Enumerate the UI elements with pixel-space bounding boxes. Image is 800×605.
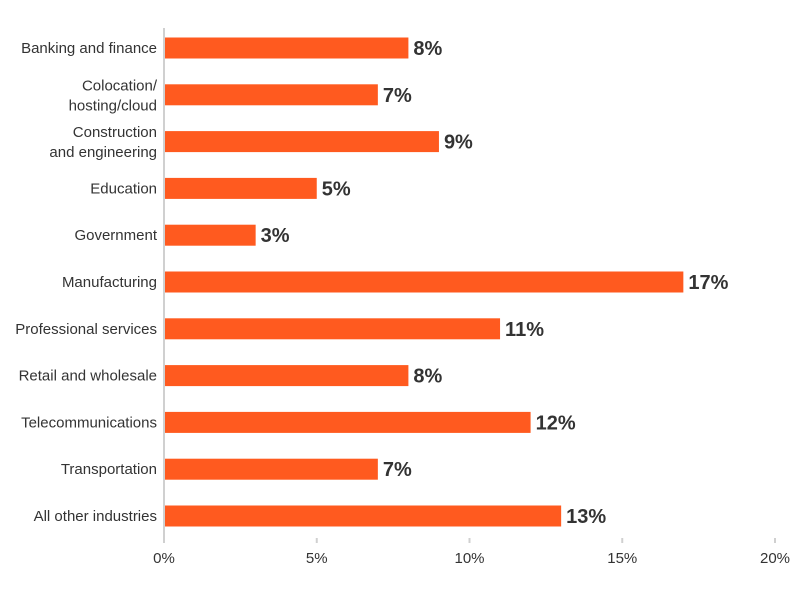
category-label-line: Transportation xyxy=(61,461,157,478)
data-label: 5% xyxy=(322,178,351,200)
category-label-line: All other industries xyxy=(34,508,157,525)
category-label: Banking and finance xyxy=(21,40,157,57)
x-tick-label: 5% xyxy=(306,550,328,567)
category-label: Colocation/hosting/cloud xyxy=(69,77,158,114)
category-label: All other industries xyxy=(34,508,157,525)
x-tick-label: 0% xyxy=(153,550,175,567)
category-label-line: Construction xyxy=(73,124,157,141)
bar xyxy=(164,458,378,480)
bar xyxy=(164,131,439,153)
bar xyxy=(164,177,317,199)
category-label: Retail and wholesale xyxy=(19,368,157,385)
data-label: 9% xyxy=(444,132,473,154)
category-label-line: Education xyxy=(90,180,157,197)
category-label: Construction and engineering xyxy=(49,124,157,161)
category-label-line: Government xyxy=(74,227,157,244)
x-tick-label: 15% xyxy=(607,550,637,567)
category-label: Manufacturing xyxy=(62,274,157,291)
x-tick-label: 20% xyxy=(760,550,790,567)
category-label: Telecommunications xyxy=(21,414,157,431)
category-label: Government xyxy=(74,227,157,244)
category-label: Transportation xyxy=(61,461,157,478)
category-label-line: and engineering xyxy=(49,144,157,161)
data-label: 17% xyxy=(688,272,728,294)
category-label: Professional services xyxy=(15,321,157,338)
category-label-line: Manufacturing xyxy=(62,274,157,291)
bar xyxy=(164,271,684,293)
category-label-line: Colocation/ xyxy=(82,77,158,94)
data-label: 3% xyxy=(261,225,290,247)
data-label: 8% xyxy=(413,38,442,60)
data-label: 12% xyxy=(536,412,576,434)
category-label-line: Telecommunications xyxy=(21,414,157,431)
data-label: 7% xyxy=(383,85,412,107)
data-label: 13% xyxy=(566,506,606,528)
x-tick-label: 10% xyxy=(454,550,484,567)
bar xyxy=(164,318,501,340)
data-label: 7% xyxy=(383,459,412,481)
bar xyxy=(164,84,378,106)
data-label: 8% xyxy=(413,366,442,388)
category-label-line: Professional services xyxy=(15,321,157,338)
bar xyxy=(164,505,562,527)
category-label-line: Banking and finance xyxy=(21,40,157,57)
category-label-line: hosting/cloud xyxy=(69,97,157,114)
bar xyxy=(164,37,409,59)
category-label-line: Retail and wholesale xyxy=(19,368,157,385)
bar xyxy=(164,411,531,433)
bar xyxy=(164,365,409,387)
data-label: 11% xyxy=(505,319,544,341)
category-label: Education xyxy=(90,180,157,197)
bar xyxy=(164,224,256,246)
